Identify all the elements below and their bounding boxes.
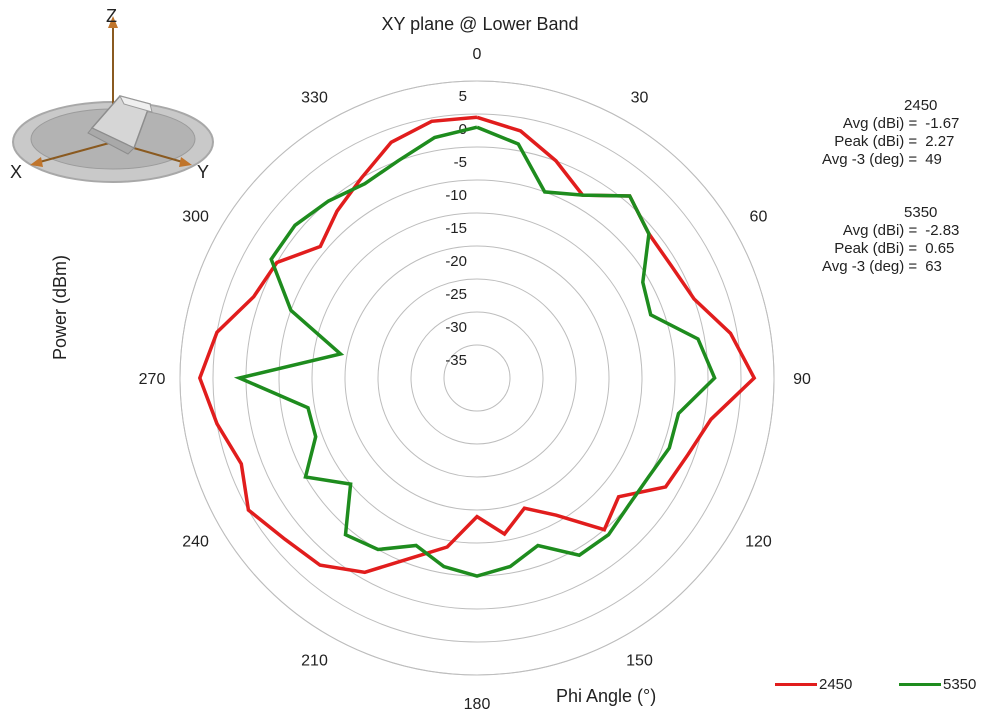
- radial-tick-label: -5: [454, 154, 467, 171]
- radial-tick-label: -15: [445, 220, 467, 237]
- series-lines: [197, 115, 757, 578]
- angle-tick-label: 60: [750, 209, 768, 226]
- radial-tick-label: 5: [459, 88, 467, 105]
- stat-value: -2.83: [925, 222, 960, 239]
- y-axis-label: Y: [197, 162, 209, 182]
- angle-tick-label: 270: [139, 371, 166, 388]
- stat-label: Avg (dBi) =: [842, 115, 918, 132]
- z-axis-label: Z: [106, 6, 117, 26]
- angle-tick-label: 300: [182, 209, 209, 226]
- stats-2450: 2450 Avg (dBi) = -1.67 Peak (dBi) = 2.27 A…: [822, 97, 959, 169]
- stats-2450-table: Avg (dBi) = -1.67 Peak (dBi) = 2.27 Avg -3…: [822, 115, 959, 169]
- stat-label: Avg (dBi) =: [842, 222, 918, 239]
- stat-value: 2.27: [925, 133, 955, 150]
- grid-circle: [179, 80, 775, 676]
- radial-tick-label: -25: [445, 286, 467, 303]
- radial-tick-label: -10: [445, 187, 467, 204]
- angle-tick-label: 120: [745, 534, 772, 551]
- stat-value: -1.67: [925, 115, 960, 132]
- angle-tick-label: 240: [182, 534, 209, 551]
- stat-label: Peak (dBi) =: [834, 240, 918, 257]
- y-axis-title: Power (dBm): [50, 254, 70, 360]
- stat-label: Avg -3 (deg) =: [822, 258, 918, 275]
- grid-circle: [212, 113, 742, 643]
- series-line-2450: [197, 115, 757, 575]
- radial-tick-label: -20: [445, 253, 467, 270]
- series-line-5350: [233, 125, 717, 578]
- angle-tick-label: 0: [473, 46, 482, 63]
- stat-label: Peak (dBi) =: [834, 133, 918, 150]
- stat-value: 0.65: [925, 240, 955, 257]
- grid-circle: [344, 245, 610, 511]
- grid-circle: [311, 212, 643, 544]
- stats-5350-table: Avg (dBi) = -2.83 Peak (dBi) = 0.65 Avg -3…: [822, 222, 959, 276]
- radial-tick-label: -35: [445, 352, 467, 369]
- grid-outer-circle: [179, 80, 775, 676]
- angle-tick-label: 30: [631, 90, 649, 107]
- stat-label: Avg -3 (deg) =: [822, 151, 918, 168]
- angle-tick-label: 180: [464, 696, 491, 713]
- angle-tick-label: 150: [626, 652, 653, 669]
- legend-swatch-5350: [899, 683, 941, 686]
- legend-item-5350: 5350: [899, 676, 976, 693]
- stat-value: 49: [925, 151, 942, 168]
- angle-tick-label: 90: [793, 371, 811, 388]
- polar-grid: [179, 80, 775, 676]
- chart-title: XY plane @ Lower Band: [381, 14, 579, 34]
- grid-circle: [443, 344, 511, 412]
- angle-tick-label: 210: [301, 652, 328, 669]
- legend-swatch-2450: [775, 683, 817, 686]
- stats-5350-title: 5350: [904, 204, 938, 221]
- stats-2450-title: 2450: [904, 97, 938, 114]
- legend-item-2450: 2450: [775, 676, 852, 693]
- stats-5350: 5350 Avg (dBi) = -2.83 Peak (dBi) = 0.65 A…: [822, 204, 959, 276]
- radial-tick-label: -30: [445, 319, 467, 336]
- orientation-icon: Z X Y: [10, 6, 214, 183]
- x-axis-title: Phi Angle (°): [556, 686, 657, 706]
- x-axis-label: X: [10, 162, 22, 182]
- legend-label-5350: 5350: [943, 676, 977, 693]
- grid-circle: [377, 278, 577, 478]
- angle-tick-label: 330: [301, 90, 328, 107]
- stat-value: 63: [925, 258, 942, 275]
- tick-labels: 50-5-10-15-20-25-30-35030609012015018021…: [139, 46, 811, 713]
- legend-label-2450: 2450: [819, 676, 853, 693]
- grid-circle: [410, 311, 544, 445]
